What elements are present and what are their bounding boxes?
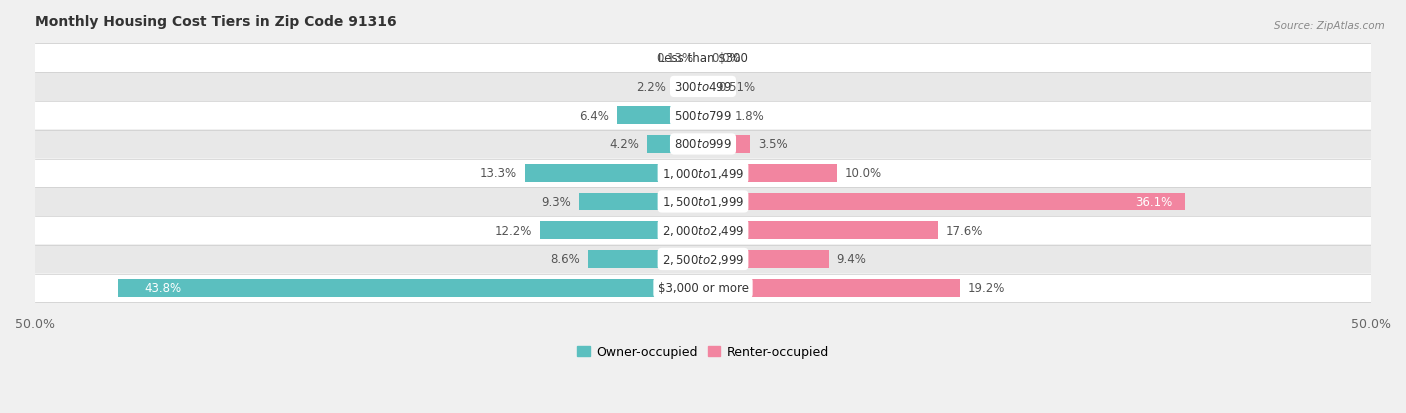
- Text: $2,500 to $2,999: $2,500 to $2,999: [662, 252, 744, 266]
- Bar: [35, 131, 1371, 159]
- Bar: [35, 245, 1371, 273]
- Text: 9.3%: 9.3%: [541, 195, 571, 209]
- Bar: [703, 250, 828, 268]
- Bar: [647, 136, 703, 154]
- Bar: [703, 164, 837, 182]
- Text: 1.8%: 1.8%: [735, 109, 765, 122]
- Bar: [35, 45, 1371, 73]
- Text: 0.51%: 0.51%: [718, 81, 755, 94]
- Text: 6.4%: 6.4%: [579, 109, 609, 122]
- Text: 9.4%: 9.4%: [837, 253, 866, 266]
- Text: 3.5%: 3.5%: [758, 138, 787, 151]
- Bar: [703, 222, 938, 240]
- Text: 8.6%: 8.6%: [550, 253, 581, 266]
- Legend: Owner-occupied, Renter-occupied: Owner-occupied, Renter-occupied: [572, 340, 834, 363]
- Bar: [35, 73, 1371, 101]
- Bar: [703, 78, 710, 96]
- Text: $800 to $999: $800 to $999: [673, 138, 733, 151]
- Bar: [118, 279, 703, 297]
- Text: 0.13%: 0.13%: [657, 52, 693, 65]
- Bar: [703, 279, 959, 297]
- Bar: [35, 188, 1371, 216]
- Bar: [526, 164, 703, 182]
- Text: 17.6%: 17.6%: [946, 224, 984, 237]
- Bar: [579, 193, 703, 211]
- Bar: [703, 136, 749, 154]
- Bar: [540, 222, 703, 240]
- Text: $1,000 to $1,499: $1,000 to $1,499: [662, 166, 744, 180]
- Bar: [673, 78, 703, 96]
- Text: $300 to $499: $300 to $499: [673, 81, 733, 94]
- Bar: [35, 274, 1371, 302]
- Text: 12.2%: 12.2%: [495, 224, 531, 237]
- Bar: [35, 102, 1371, 130]
- Text: Less than $300: Less than $300: [658, 52, 748, 65]
- Text: $2,000 to $2,499: $2,000 to $2,499: [662, 224, 744, 237]
- Text: $1,500 to $1,999: $1,500 to $1,999: [662, 195, 744, 209]
- Text: 4.2%: 4.2%: [609, 138, 638, 151]
- Text: 19.2%: 19.2%: [967, 282, 1005, 294]
- Text: 10.0%: 10.0%: [845, 167, 882, 180]
- Bar: [35, 159, 1371, 188]
- Bar: [35, 216, 1371, 244]
- Bar: [617, 107, 703, 125]
- Text: Source: ZipAtlas.com: Source: ZipAtlas.com: [1274, 21, 1385, 31]
- Text: 0.0%: 0.0%: [711, 52, 741, 65]
- Bar: [703, 107, 727, 125]
- Text: 2.2%: 2.2%: [636, 81, 665, 94]
- Text: $500 to $799: $500 to $799: [673, 109, 733, 122]
- Text: 36.1%: 36.1%: [1135, 195, 1173, 209]
- Text: 43.8%: 43.8%: [145, 282, 181, 294]
- Text: $3,000 or more: $3,000 or more: [658, 282, 748, 294]
- Bar: [703, 193, 1185, 211]
- Text: 13.3%: 13.3%: [481, 167, 517, 180]
- Bar: [702, 50, 703, 67]
- Bar: [588, 250, 703, 268]
- Text: Monthly Housing Cost Tiers in Zip Code 91316: Monthly Housing Cost Tiers in Zip Code 9…: [35, 15, 396, 29]
